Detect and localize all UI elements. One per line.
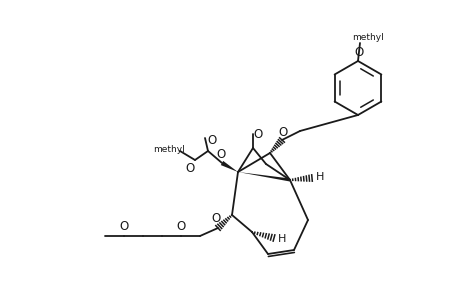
Text: O: O xyxy=(119,220,129,233)
Text: O: O xyxy=(278,127,287,140)
Text: O: O xyxy=(185,161,194,175)
Polygon shape xyxy=(220,161,237,172)
Text: O: O xyxy=(353,46,363,59)
Text: O: O xyxy=(207,134,216,146)
Text: O: O xyxy=(216,148,225,160)
Text: O: O xyxy=(176,220,185,233)
Text: H: H xyxy=(277,234,285,244)
Text: O: O xyxy=(253,128,262,142)
Text: methyl: methyl xyxy=(153,145,185,154)
Text: H: H xyxy=(315,172,324,182)
Text: O: O xyxy=(211,212,220,226)
Text: methyl: methyl xyxy=(351,32,383,41)
Polygon shape xyxy=(237,172,290,182)
